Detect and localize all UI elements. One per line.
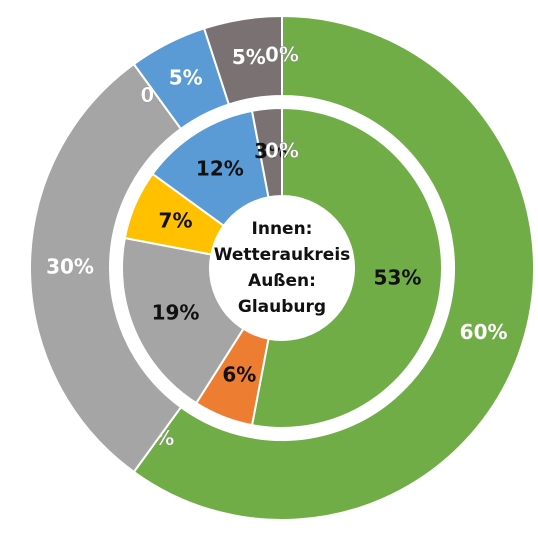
center-label: Außen: [248,271,316,291]
value-label: 30% [46,255,94,279]
value-label: 19% [152,301,200,325]
value-label: 7% [159,208,193,232]
slice [132,14,535,521]
value-label: 12% [196,157,244,181]
center-hole [210,196,354,340]
value-label: 0% [265,139,299,163]
value-label: 6% [222,362,256,386]
value-label: 53% [374,265,422,289]
value-label: 0% [265,43,299,67]
center-label: Glauburg [238,297,326,317]
slice [29,62,183,474]
value-label: 60% [460,320,508,344]
value-label: 5% [232,45,266,69]
value-label: 5% [169,66,203,90]
center-label: Innen: [252,219,313,239]
center-label: Wetteraukreis [214,245,351,265]
